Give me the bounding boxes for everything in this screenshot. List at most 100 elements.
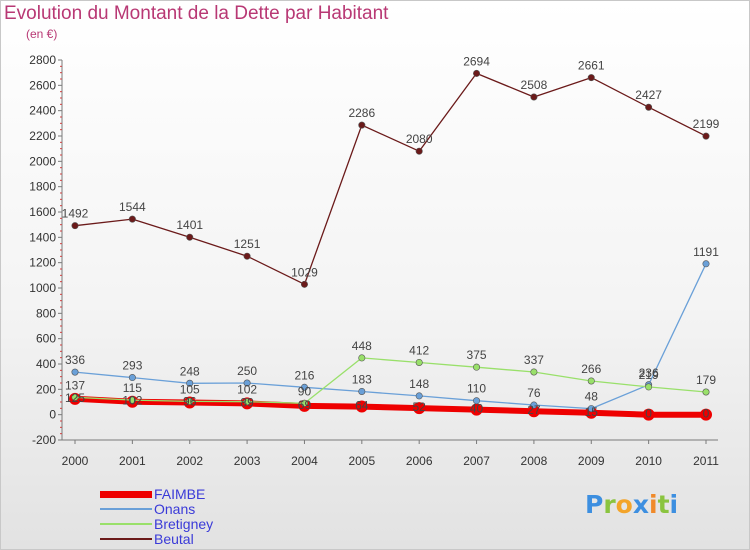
data-point-beutal: [530, 93, 538, 101]
data-point-beutal: [645, 103, 653, 111]
data-point-bretigney: [645, 383, 653, 391]
data-label-beutal: 2508: [521, 78, 548, 92]
x-tick-label: 2005: [348, 454, 375, 468]
logo-letter: r: [603, 490, 616, 519]
data-label-faimbe: 40: [470, 402, 484, 416]
x-tick-label: 2011: [693, 454, 719, 468]
series-line-faimbe: [72, 395, 709, 418]
logo-letter: t: [657, 490, 670, 519]
chart-title: Evolution du Montant de la Dette par Hab…: [4, 3, 389, 24]
logo-letter: i: [669, 490, 679, 519]
data-label-onans: 183: [352, 372, 372, 386]
data-point-beutal: [415, 147, 423, 155]
data-point-onans: [702, 260, 710, 268]
legend-swatch: [100, 490, 152, 498]
data-label-bretigney: 137: [65, 378, 85, 392]
y-tick-label: 1800: [29, 180, 56, 194]
data-label-bretigney: 448: [352, 339, 372, 353]
data-label-layer: 125 102 96 89 69 64 52 40 27 15 0 0 336 293 248 250 216 1…: [62, 54, 720, 420]
data-label-faimbe: 96: [183, 395, 197, 409]
data-point-faimbe: [470, 403, 483, 416]
x-tick-label: 2001: [119, 454, 146, 468]
x-tick-label: 2009: [578, 454, 605, 468]
data-label-faimbe: 69: [298, 398, 312, 412]
data-point-onans: [300, 383, 308, 391]
data-label-faimbe: 125: [65, 391, 85, 405]
data-point-bretigney: [128, 396, 136, 404]
data-point-beutal: [473, 69, 481, 77]
data-point-beutal: [358, 121, 366, 129]
data-label-bretigney: 102: [237, 383, 257, 397]
data-point-onans: [530, 401, 538, 409]
data-label-onans: 148: [409, 377, 429, 391]
data-point-onans: [415, 392, 423, 400]
data-label-onans: 336: [65, 353, 85, 367]
data-label-bretigney: 375: [467, 348, 487, 362]
logo-letter: o: [615, 490, 633, 519]
data-label-bretigney: 115: [123, 381, 142, 395]
data-point-faimbe: [527, 405, 540, 418]
data-label-faimbe: 15: [585, 405, 599, 419]
data-point-beutal: [71, 222, 79, 230]
data-label-beutal: 2427: [635, 88, 662, 102]
y-tick-label: 400: [36, 357, 56, 371]
data-label-faimbe: 0: [703, 407, 710, 421]
data-point-beutal: [186, 233, 194, 241]
data-label-beutal: 1401: [176, 218, 203, 232]
data-point-bretigney: [530, 368, 538, 376]
x-axis: 2000 2001 2002 2003 2004 2005 2006 2007 2008 2009…: [62, 439, 719, 468]
data-point-faimbe: [413, 402, 426, 415]
y-axis: -200 0 200 400 600 800 1000 1200 1400 1600 1800 200…: [29, 53, 63, 447]
data-label-onans: 76: [527, 386, 541, 400]
x-tick-label: 2002: [176, 454, 203, 468]
y-tick-label: 2200: [29, 129, 56, 143]
data-label-faimbe: 27: [527, 403, 541, 417]
x-tick-label: 2003: [234, 454, 261, 468]
logo-letter: i: [649, 490, 658, 519]
data-label-onans: 236: [639, 366, 659, 380]
legend-label: Bretigney: [154, 516, 214, 532]
legend-item-onans: Onans: [100, 501, 260, 517]
data-point-bretigney: [186, 397, 194, 405]
x-tick-label: 2010: [635, 454, 662, 468]
data-label-beutal: 1029: [291, 265, 318, 279]
data-label-beutal: 2694: [463, 54, 490, 68]
data-label-faimbe: 64: [355, 399, 369, 413]
data-label-beutal: 1544: [119, 200, 146, 214]
y-tick-label: 2000: [29, 154, 56, 168]
legend-label: Beutal: [154, 531, 194, 547]
data-label-faimbe: 0: [645, 407, 652, 421]
data-label-bretigney: 337: [524, 353, 544, 367]
y-tick-label: 1200: [29, 256, 56, 270]
data-point-bretigney: [71, 393, 79, 401]
data-label-onans: 216: [294, 368, 314, 382]
data-point-bretigney: [473, 363, 481, 371]
data-label-beutal: 1492: [62, 207, 89, 221]
data-point-faimbe: [700, 408, 712, 421]
series-line-bretigney: [74, 357, 707, 404]
x-tick-label: 2008: [521, 454, 548, 468]
y-tick-label: 2800: [29, 53, 56, 67]
legend-swatch: [100, 523, 152, 525]
x-tick-label: 2000: [62, 454, 89, 468]
chart-subtitle: (en €): [26, 27, 58, 41]
logo-letter: P: [585, 490, 604, 519]
data-point-onans: [128, 374, 136, 382]
data-point-bretigney: [415, 358, 423, 366]
legend-label: Onans: [154, 501, 196, 517]
data-label-bretigney: 90: [298, 384, 312, 398]
data-label-bretigney: 219: [639, 368, 659, 382]
data-label-bretigney: 105: [180, 382, 200, 396]
data-label-beutal: 2286: [348, 106, 375, 120]
series-line-onans: [74, 263, 707, 410]
legend-label: FAIMBE: [154, 486, 206, 502]
y-tick-label: 1600: [29, 205, 56, 219]
y-tick-label: 2600: [29, 78, 56, 92]
y-tick-label: 600: [36, 332, 56, 346]
y-tick-label: 0: [49, 408, 56, 422]
series-layer: [69, 69, 712, 421]
legend-item-bretigney: Bretigney: [100, 516, 260, 532]
data-point-faimbe: [355, 400, 368, 413]
data-point-beutal: [243, 252, 251, 260]
